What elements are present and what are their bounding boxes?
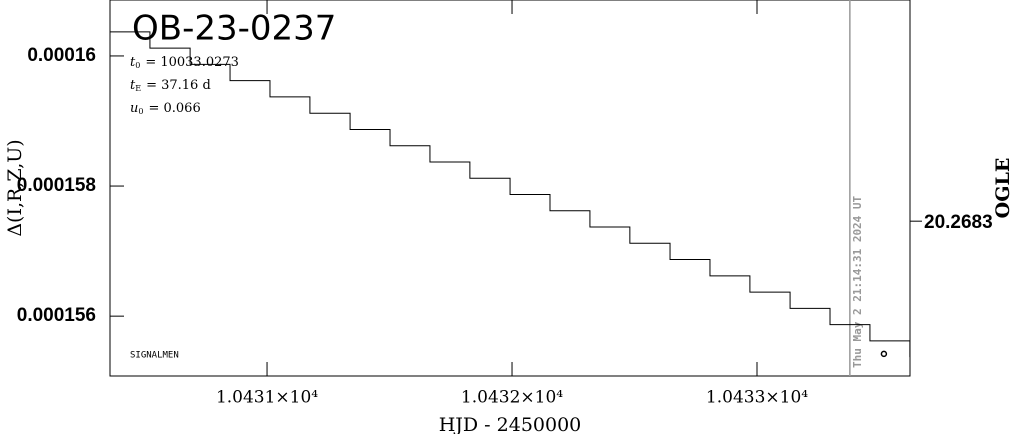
x-tick-label: 1.0432×10⁴ [461,388,563,408]
parameter-subscript: 0 [135,61,140,70]
y-tick-label: 0.000158 [17,175,96,196]
parameter: tE = 37.16 d [130,78,211,94]
y-tick-label: 0.00016 [27,45,96,66]
y2-axis-label: OGLE [992,158,1014,219]
parameter: t0 = 10033.0273 [130,55,239,71]
parameter: u0 = 0.066 [130,101,201,117]
y-tick-label: 0.000156 [17,305,96,326]
parameter-subscript: E [135,84,141,93]
parameter-subscript: 0 [138,107,143,116]
y2-tick-label: 20.2683 [924,212,993,233]
now-label: Thu May 2 21:14:31 2024 UT [851,195,864,368]
parameter-symbol: u [130,101,138,116]
chart-title: OB-23-0237 [132,9,336,49]
x-tick-label: 1.0433×10⁴ [706,388,808,408]
y-axis-label: Δ(I,R,Z,U) [4,139,26,236]
x-tick-label: 1.0431×10⁴ [216,388,318,408]
plot-frame [109,0,911,377]
parameter-symbol: t [130,55,136,70]
parameter-value: = 37.16 d [146,78,211,93]
parameter-symbol: t [130,78,136,93]
x-axis-label: HJD - 2450000 [439,414,582,434]
data-line [110,31,911,358]
signature: SIGNALMEN [130,351,179,361]
data-point [880,350,888,358]
parameter-value: = 0.066 [148,101,200,116]
parameter-value: = 10033.0273 [145,55,239,70]
